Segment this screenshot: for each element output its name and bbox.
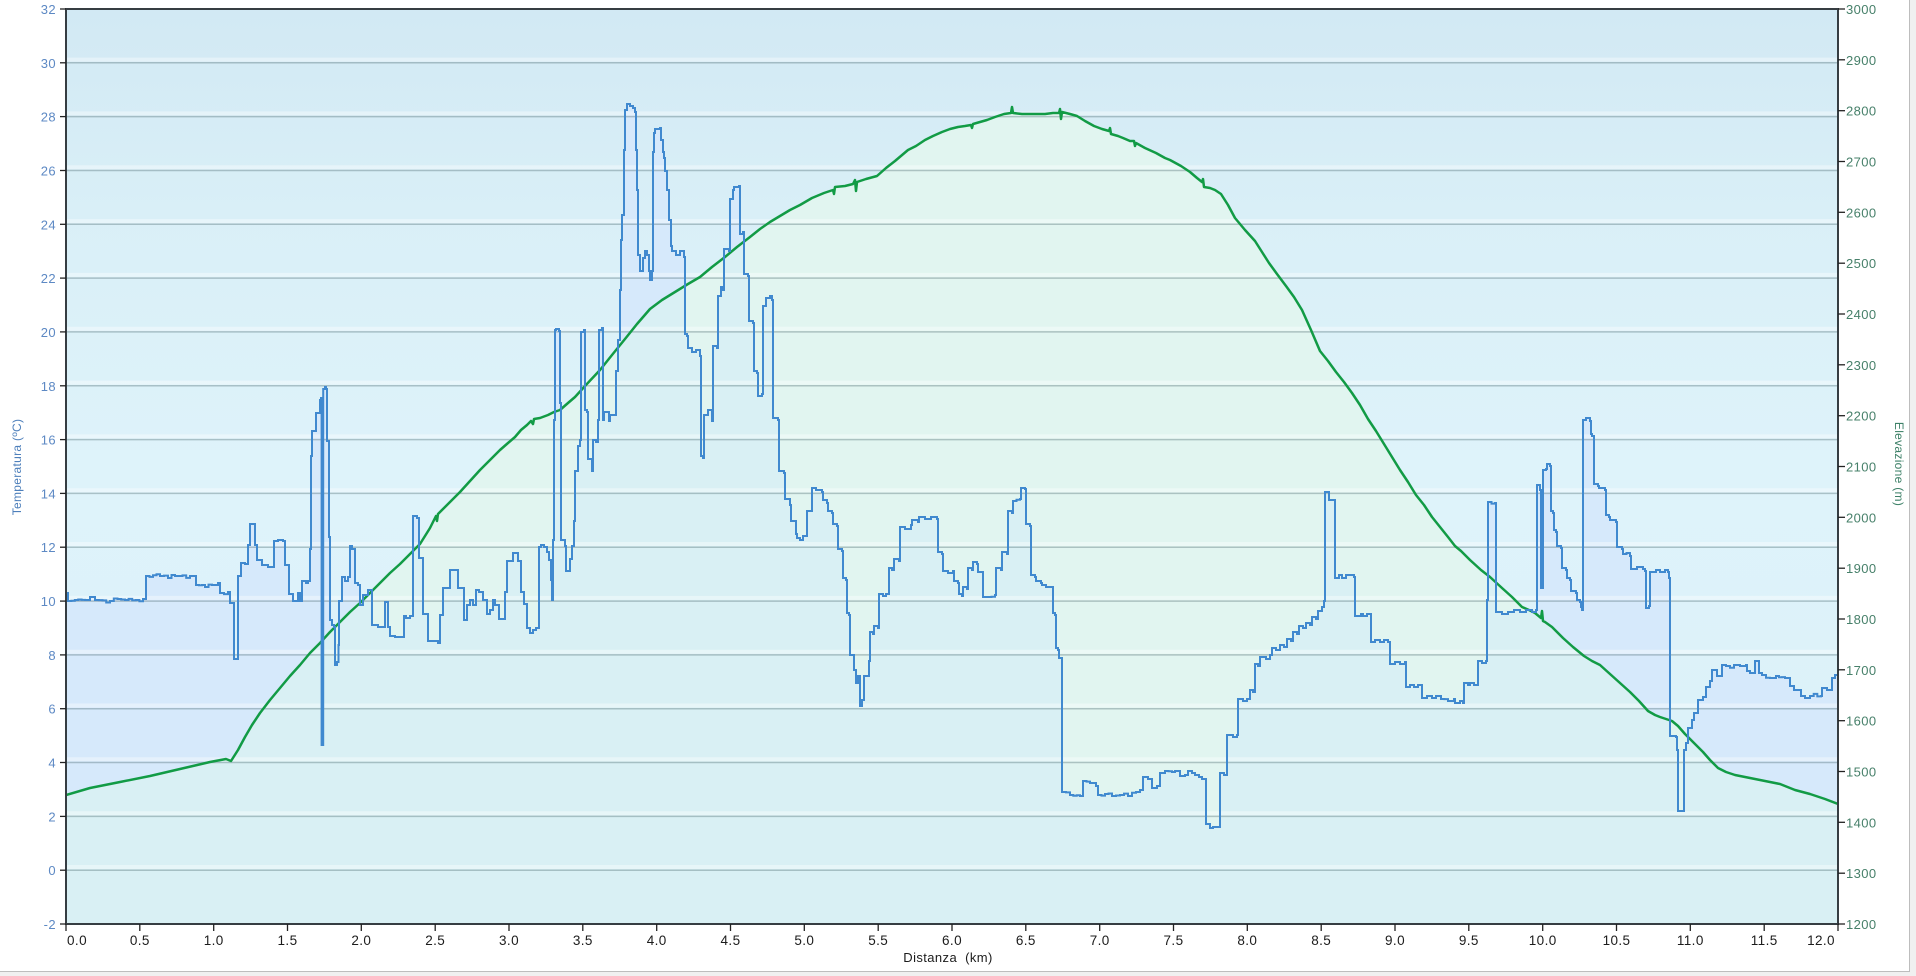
svg-text:16: 16 (41, 433, 56, 448)
svg-text:11.0: 11.0 (1677, 933, 1704, 948)
svg-text:3000: 3000 (1846, 2, 1877, 17)
svg-text:7.0: 7.0 (1090, 933, 1110, 948)
svg-text:30: 30 (41, 56, 56, 71)
svg-text:10.0: 10.0 (1529, 933, 1557, 948)
svg-text:22: 22 (41, 271, 56, 286)
svg-text:2000: 2000 (1846, 510, 1877, 525)
svg-text:0.5: 0.5 (130, 933, 150, 948)
svg-text:8.0: 8.0 (1237, 933, 1257, 948)
svg-text:1900: 1900 (1846, 561, 1877, 576)
svg-text:10: 10 (41, 594, 56, 609)
svg-text:1500: 1500 (1846, 765, 1877, 780)
svg-text:2600: 2600 (1846, 205, 1877, 220)
svg-text:2900: 2900 (1846, 53, 1877, 68)
svg-text:2: 2 (48, 809, 56, 824)
svg-text:Temperatura (ºC): Temperatura (ºC) (10, 419, 24, 516)
svg-text:2.0: 2.0 (351, 933, 371, 948)
svg-text:2300: 2300 (1846, 358, 1877, 373)
svg-text:24: 24 (41, 217, 56, 232)
svg-text:1300: 1300 (1846, 866, 1877, 881)
svg-text:6.0: 6.0 (942, 933, 962, 948)
svg-text:5.0: 5.0 (794, 933, 814, 948)
svg-text:4.0: 4.0 (647, 933, 667, 948)
svg-text:10.5: 10.5 (1603, 933, 1631, 948)
svg-text:20: 20 (41, 325, 56, 340)
svg-text:6: 6 (48, 702, 56, 717)
svg-text:9.5: 9.5 (1459, 933, 1479, 948)
svg-text:2800: 2800 (1846, 104, 1877, 119)
svg-text:2500: 2500 (1846, 256, 1877, 271)
svg-text:3.5: 3.5 (573, 933, 593, 948)
svg-text:2100: 2100 (1846, 460, 1877, 475)
svg-text:26: 26 (41, 164, 56, 179)
svg-text:32: 32 (41, 2, 56, 17)
svg-text:Elevazione (m): Elevazione (m) (1892, 422, 1906, 506)
svg-text:12.0: 12.0 (1807, 933, 1835, 948)
svg-text:2700: 2700 (1846, 155, 1877, 170)
svg-text:3.0: 3.0 (499, 933, 519, 948)
svg-text:0: 0 (48, 863, 56, 878)
svg-text:8.5: 8.5 (1311, 933, 1331, 948)
svg-text:7.5: 7.5 (1164, 933, 1184, 948)
svg-text:4.5: 4.5 (721, 933, 741, 948)
svg-text:-2: -2 (44, 917, 56, 932)
svg-text:2200: 2200 (1846, 409, 1877, 424)
svg-text:6.5: 6.5 (1016, 933, 1036, 948)
svg-text:5.5: 5.5 (868, 933, 888, 948)
svg-text:8: 8 (48, 648, 56, 663)
svg-text:1800: 1800 (1846, 612, 1877, 627)
svg-text:11.5: 11.5 (1751, 933, 1778, 948)
svg-text:1.5: 1.5 (278, 933, 298, 948)
svg-text:1700: 1700 (1846, 663, 1877, 678)
svg-text:28: 28 (41, 110, 56, 125)
svg-text:18: 18 (41, 379, 56, 394)
svg-text:9.0: 9.0 (1385, 933, 1405, 948)
svg-text:0.0: 0.0 (67, 933, 87, 948)
svg-text:1.0: 1.0 (204, 933, 224, 948)
svg-text:14: 14 (41, 486, 56, 501)
svg-text:1200: 1200 (1846, 917, 1877, 932)
svg-text:1400: 1400 (1846, 815, 1877, 830)
svg-text:2.5: 2.5 (425, 933, 445, 948)
svg-text:2400: 2400 (1846, 307, 1877, 322)
svg-text:12: 12 (41, 540, 56, 555)
svg-text:Distanza (km): Distanza (km) (903, 950, 992, 965)
svg-text:4: 4 (48, 756, 56, 771)
svg-text:1600: 1600 (1846, 714, 1877, 729)
